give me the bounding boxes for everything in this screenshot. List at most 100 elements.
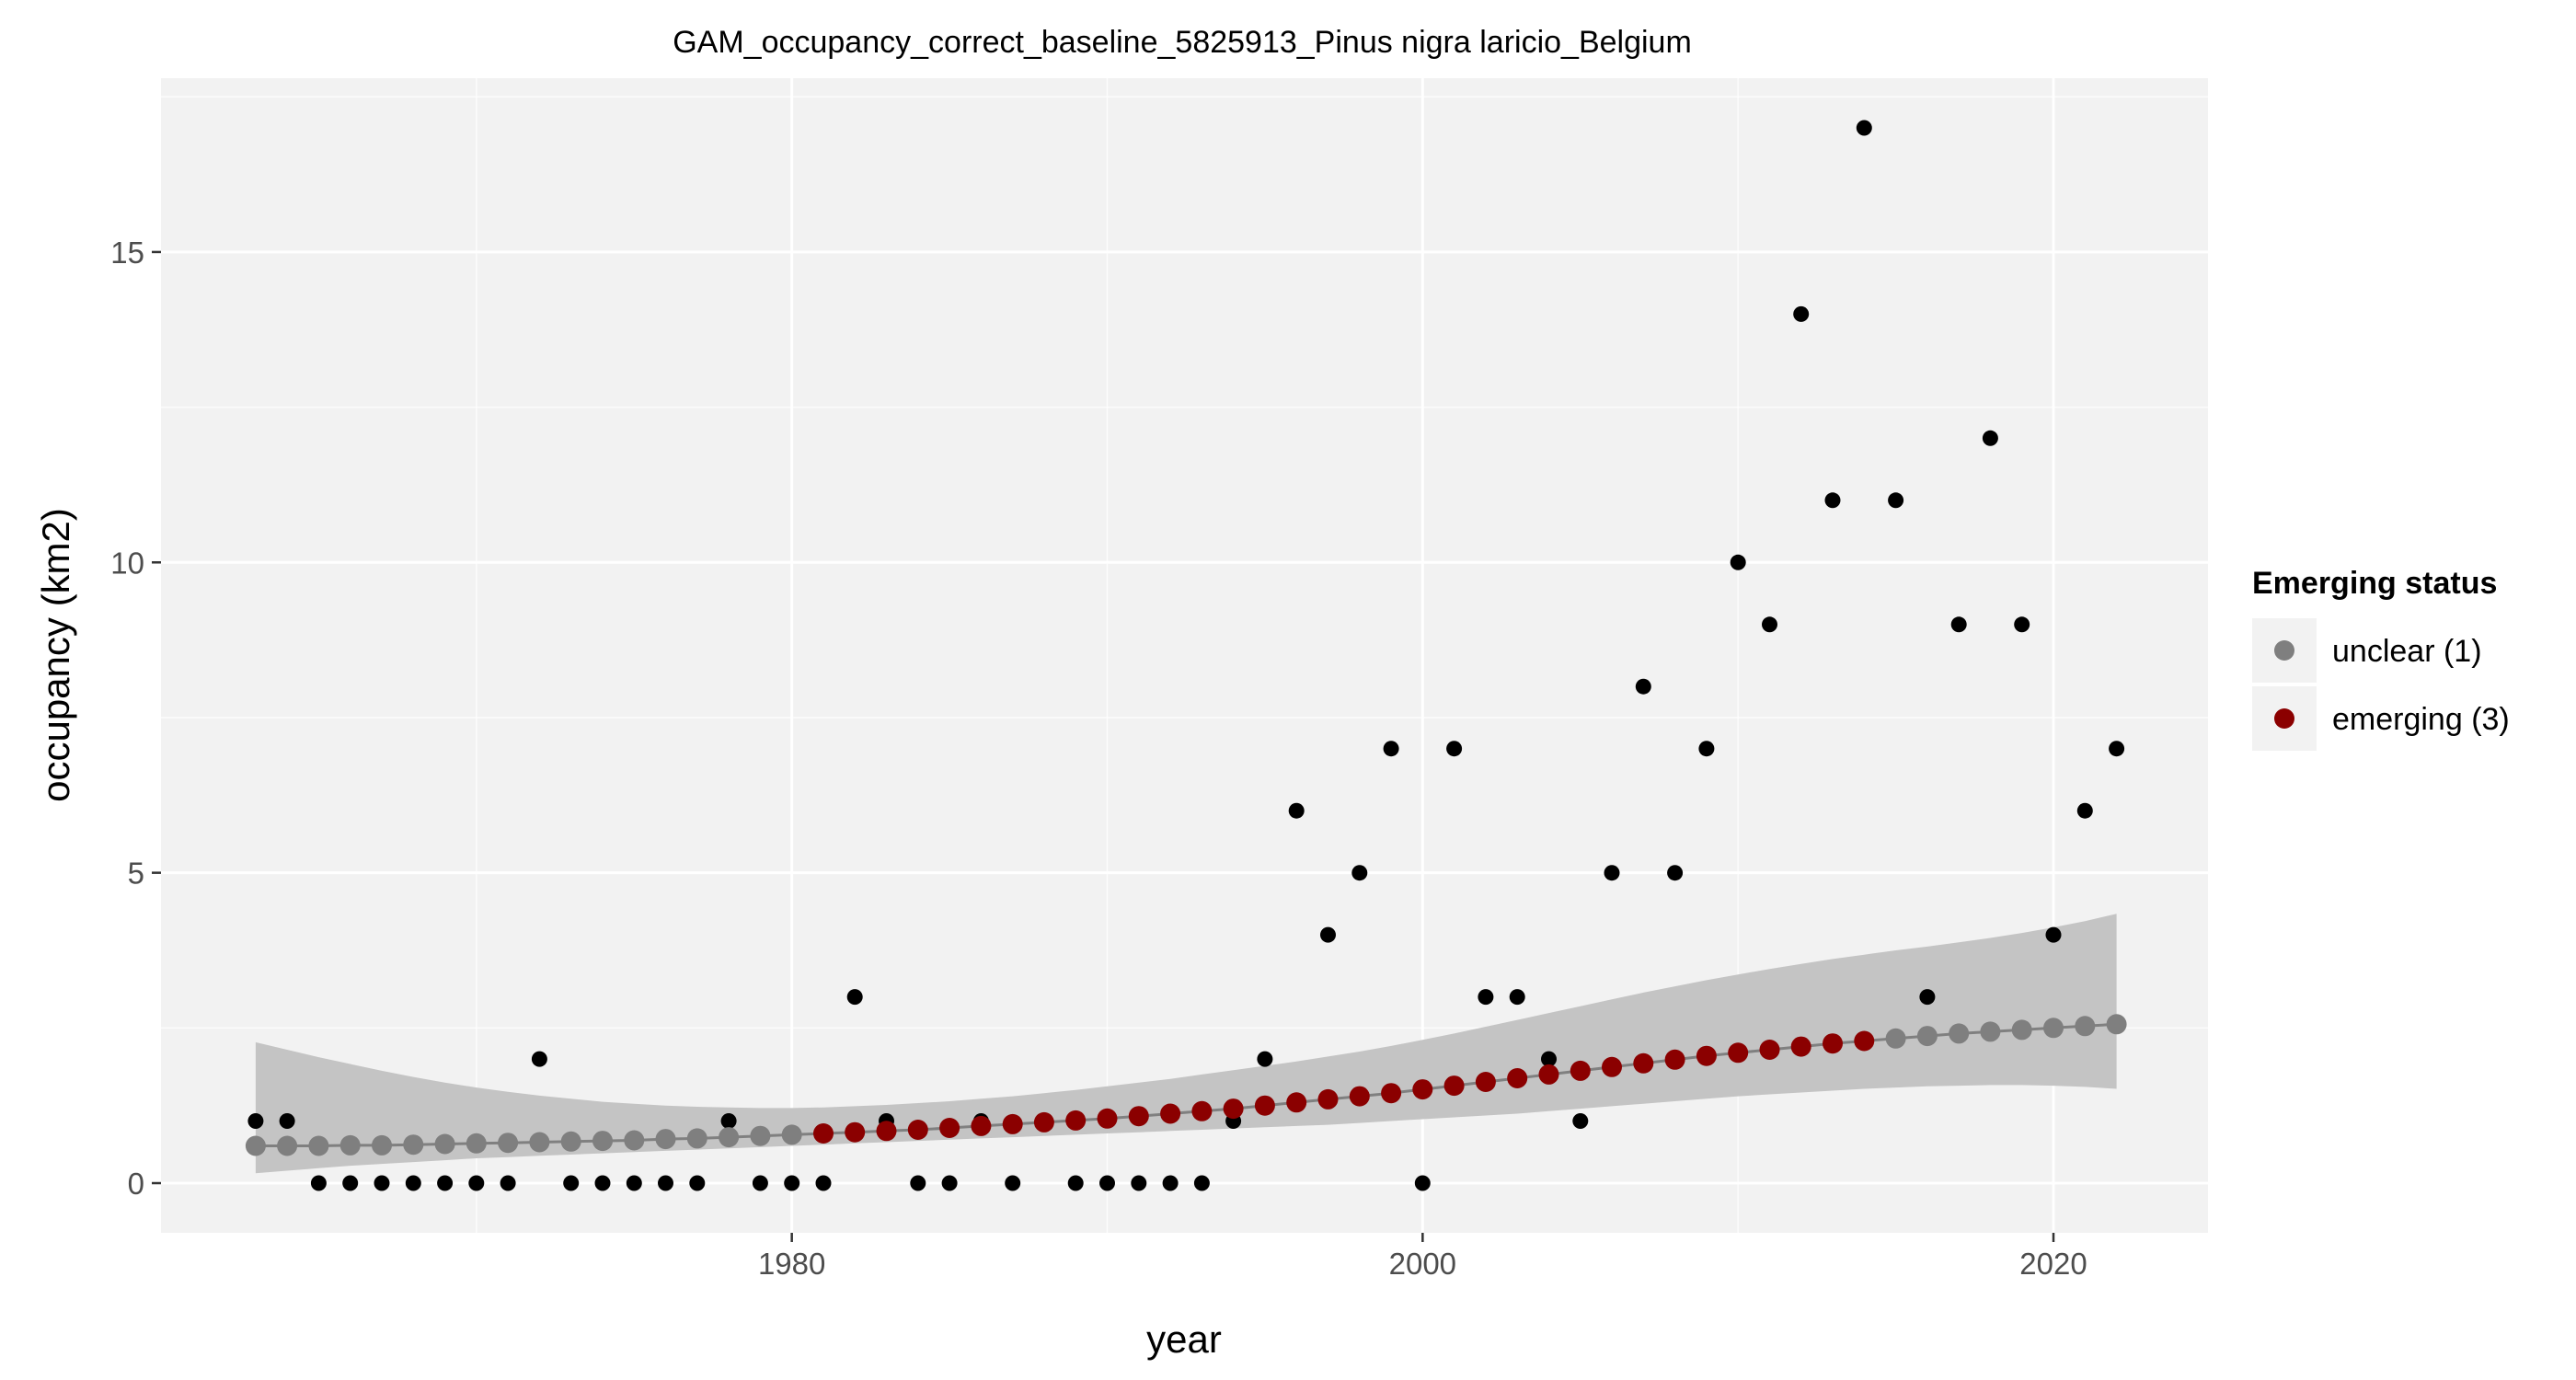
x-axis-title: year xyxy=(1146,1317,1222,1361)
grid-minor xyxy=(161,78,2208,1233)
observed-point xyxy=(784,1175,800,1191)
fitted-point xyxy=(1097,1108,1118,1129)
chart-title: GAM_occupancy_correct_baseline_5825913_P… xyxy=(673,25,1692,60)
observed-point xyxy=(1572,1113,1589,1129)
fitted-point xyxy=(1033,1111,1054,1133)
fitted-point xyxy=(308,1135,329,1156)
observed-point xyxy=(1730,554,1746,570)
fitted-point xyxy=(1443,1075,1465,1097)
observed-point xyxy=(563,1175,580,1191)
fitted-point xyxy=(624,1130,645,1151)
fitted-point xyxy=(1823,1033,1843,1054)
observed-point xyxy=(1414,1175,1431,1191)
observed-point xyxy=(531,1051,547,1067)
observed-point xyxy=(279,1113,295,1129)
fitted-point xyxy=(1728,1042,1749,1064)
observed-point xyxy=(1541,1051,1557,1067)
fitted-points xyxy=(245,1014,2127,1156)
x-tick-label: 2000 xyxy=(1389,1247,1456,1281)
observed-point xyxy=(405,1175,421,1191)
fitted-point xyxy=(1980,1021,2001,1042)
observed-point xyxy=(1351,865,1368,881)
observed-point xyxy=(1257,1051,1273,1067)
fitted-point xyxy=(403,1134,424,1156)
fitted-point xyxy=(1317,1088,1339,1110)
fitted-point xyxy=(1949,1023,1970,1044)
fitted-point xyxy=(2106,1014,2127,1035)
observed-point xyxy=(1320,926,1336,943)
observed-point xyxy=(1162,1175,1179,1191)
fitted-point xyxy=(1191,1100,1213,1121)
fitted-point xyxy=(876,1121,897,1142)
observed-point xyxy=(846,989,863,1006)
observed-point xyxy=(626,1175,642,1191)
observed-point xyxy=(2014,616,2030,633)
observed-point xyxy=(1856,120,1872,136)
observed-point xyxy=(1667,865,1684,881)
x-tick-label: 2020 xyxy=(2019,1247,2087,1281)
fitted-point xyxy=(1664,1049,1685,1070)
fitted-point xyxy=(1254,1095,1275,1116)
fitted-point xyxy=(466,1133,487,1154)
fitted-point xyxy=(339,1134,361,1156)
fitted-point xyxy=(1916,1026,1938,1047)
fitted-point xyxy=(1475,1072,1496,1092)
fitted-point xyxy=(1854,1030,1875,1052)
fitted-point xyxy=(1286,1092,1307,1113)
fitted-point xyxy=(1065,1110,1087,1131)
fitted-point xyxy=(1570,1060,1591,1081)
fitted-point xyxy=(1160,1103,1181,1124)
fitted-point xyxy=(245,1135,266,1156)
y-tick-label: 0 xyxy=(128,1167,144,1201)
fitted-point xyxy=(1349,1086,1370,1107)
fitted-point xyxy=(1412,1079,1433,1100)
fitted-point xyxy=(1602,1056,1622,1077)
fitted-point xyxy=(592,1131,613,1152)
observed-point xyxy=(1067,1175,1084,1191)
observed-point xyxy=(720,1113,737,1129)
fitted-point xyxy=(2011,1019,2032,1041)
observed-point xyxy=(815,1175,832,1191)
observed-point xyxy=(910,1175,926,1191)
fitted-point xyxy=(1885,1028,1906,1049)
observed-point xyxy=(1288,802,1305,819)
legend-title: Emerging status xyxy=(2252,566,2497,601)
observed-point xyxy=(658,1175,673,1191)
y-tick-label: 15 xyxy=(110,236,144,270)
observed-point xyxy=(1919,989,1936,1006)
y-tick-label: 10 xyxy=(110,546,144,580)
legend-label-emerging: emerging (3) xyxy=(2332,702,2510,737)
observed-point xyxy=(310,1175,327,1191)
x-axis: 1980 2000 2020 xyxy=(758,1233,2087,1281)
observed-point xyxy=(500,1175,516,1191)
fitted-point xyxy=(2075,1016,2096,1037)
observed-point xyxy=(1635,678,1651,695)
observed-point xyxy=(1950,616,1967,633)
y-axis: 0 5 10 15 xyxy=(110,236,161,1201)
confidence-band xyxy=(255,914,2117,1174)
observed-point xyxy=(247,1113,264,1129)
observed-point xyxy=(1604,865,1620,881)
fitted-point xyxy=(529,1132,550,1153)
observed-point xyxy=(1509,989,1525,1006)
fitted-point xyxy=(655,1129,676,1150)
legend-label-unclear: unclear (1) xyxy=(2332,634,2482,669)
fitted-point xyxy=(939,1118,960,1138)
fitted-point xyxy=(1790,1036,1811,1057)
legend-marker-unclear xyxy=(2274,640,2294,661)
fitted-point xyxy=(813,1123,834,1144)
fitted-point xyxy=(971,1115,992,1136)
observed-point xyxy=(941,1175,958,1191)
fitted-point xyxy=(781,1124,802,1145)
observed-point xyxy=(689,1175,706,1191)
observed-point xyxy=(374,1175,390,1191)
observed-point xyxy=(1383,741,1399,757)
y-axis-title: occupancy (km2) xyxy=(34,508,77,802)
fitted-point xyxy=(1381,1083,1402,1104)
fitted-point xyxy=(434,1133,455,1155)
fitted-point xyxy=(1696,1045,1717,1066)
observed-point xyxy=(2076,802,2093,819)
observed-point xyxy=(342,1175,359,1191)
fitted-point xyxy=(719,1127,740,1148)
